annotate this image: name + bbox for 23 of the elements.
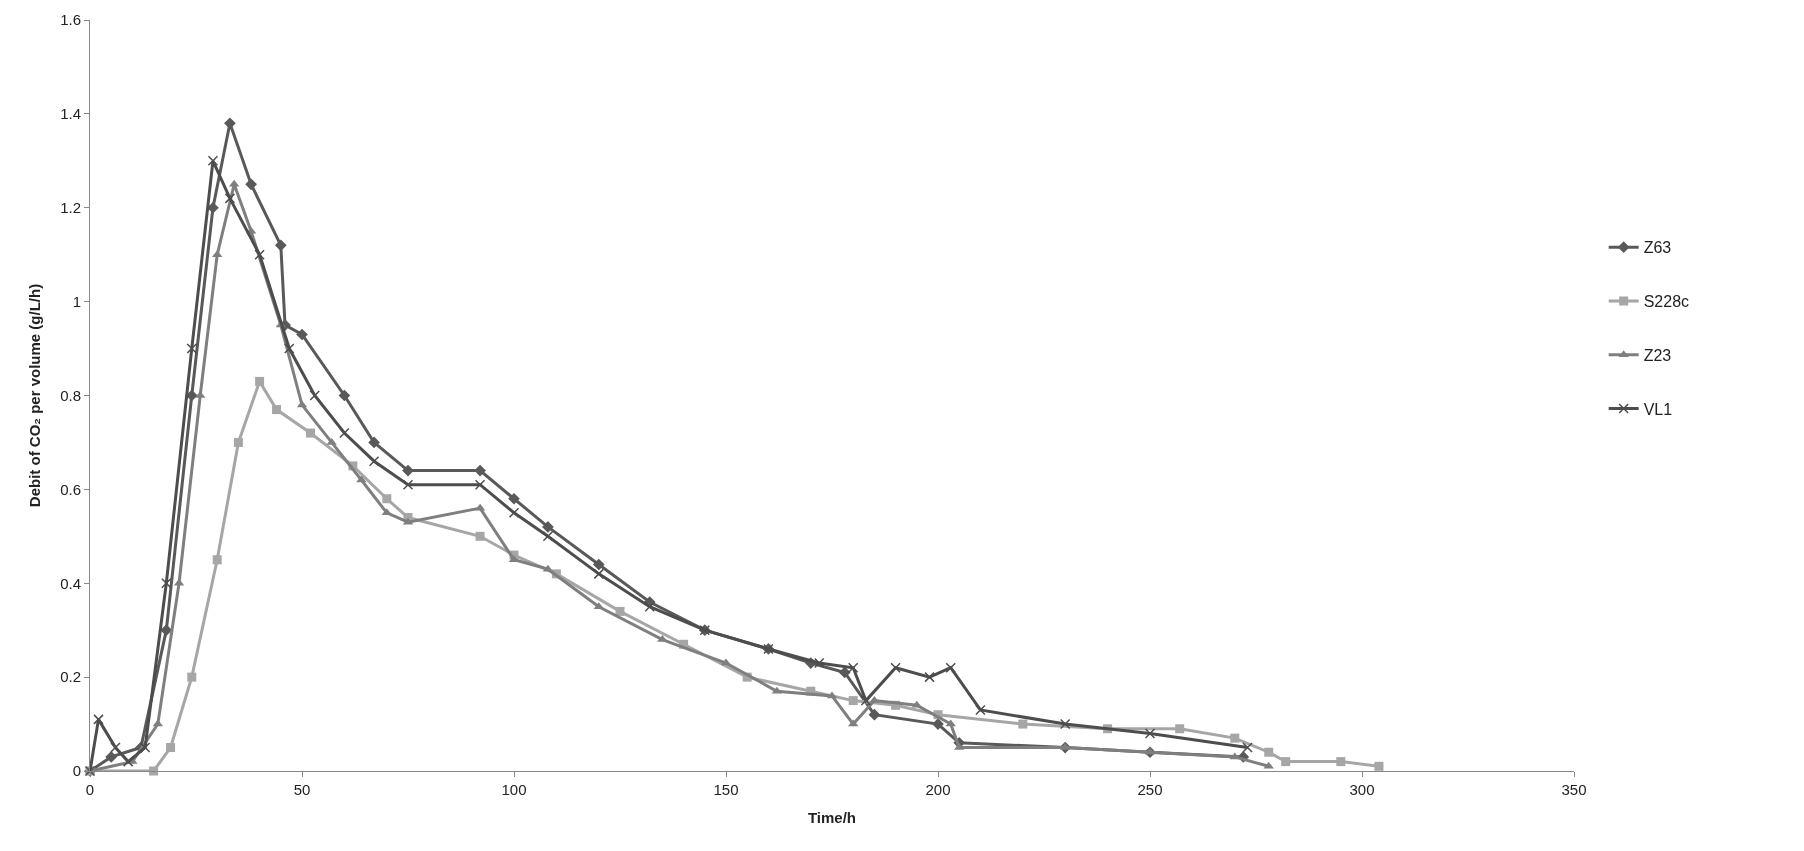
x-tick-label: 100 xyxy=(501,781,527,798)
y-tick-label: 1.4 xyxy=(60,105,81,123)
x-tick-label: 50 xyxy=(293,781,311,798)
x-tick-label: 150 xyxy=(713,781,739,798)
y-tick-label: 0.2 xyxy=(60,668,81,686)
x-tick-label: 300 xyxy=(1349,781,1375,798)
y-tick-label: 1.2 xyxy=(60,199,81,216)
x-tick-label: 200 xyxy=(925,781,951,798)
y-tick-label: 0.6 xyxy=(60,480,81,498)
legend-label: Z23 xyxy=(1643,347,1672,365)
x-tick-label: 0 xyxy=(85,781,95,798)
x-axis-title: Time/h xyxy=(807,809,857,826)
y-tick-label: 0 xyxy=(72,762,81,780)
y-tick-label: 0.8 xyxy=(60,386,81,404)
y-tick-label: 1 xyxy=(72,292,81,310)
y-tick-label: 0.4 xyxy=(60,574,81,592)
legend-label: Z63 xyxy=(1643,239,1672,257)
legend-label: VL1 xyxy=(1643,400,1673,418)
x-tick-label: 250 xyxy=(1137,781,1163,798)
y-tick-label: 1.6 xyxy=(60,11,81,29)
legend-label: S228c xyxy=(1643,293,1690,311)
x-tick-label: 350 xyxy=(1561,781,1587,798)
y-axis-title: Debit of CO₂ per volume (g/L/h) xyxy=(26,283,44,508)
